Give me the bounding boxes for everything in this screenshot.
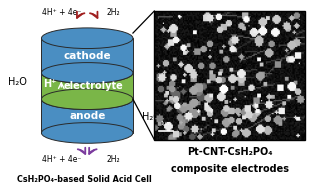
Ellipse shape [41,89,133,109]
Bar [154,11,305,139]
Polygon shape [41,38,133,73]
Text: H₂O: H₂O [142,112,161,122]
Ellipse shape [41,89,133,109]
Text: H⁺: H⁺ [43,79,57,89]
Text: electrolyte: electrolyte [63,81,123,91]
Text: Pt-CNT-CsH₂PO₄: Pt-CNT-CsH₂PO₄ [187,147,272,157]
Text: 1μm: 1μm [160,121,171,126]
Text: 4H⁺ + 4e⁻: 4H⁺ + 4e⁻ [41,155,81,163]
Text: 4H⁺ + 4e⁻: 4H⁺ + 4e⁻ [41,8,81,17]
Ellipse shape [41,63,133,83]
Text: anode: anode [69,111,105,121]
Text: 2H₂: 2H₂ [106,155,120,163]
Polygon shape [41,99,133,133]
Ellipse shape [41,63,133,83]
Text: H₂O: H₂O [8,77,27,87]
Polygon shape [41,73,133,99]
Ellipse shape [41,28,133,49]
Text: 2H₂: 2H₂ [106,8,120,17]
Ellipse shape [41,123,133,143]
Text: cathode: cathode [63,51,111,60]
Text: composite electrodes: composite electrodes [171,164,289,174]
Text: CsH₂PO₄-based Solid Acid Cell: CsH₂PO₄-based Solid Acid Cell [17,175,152,184]
